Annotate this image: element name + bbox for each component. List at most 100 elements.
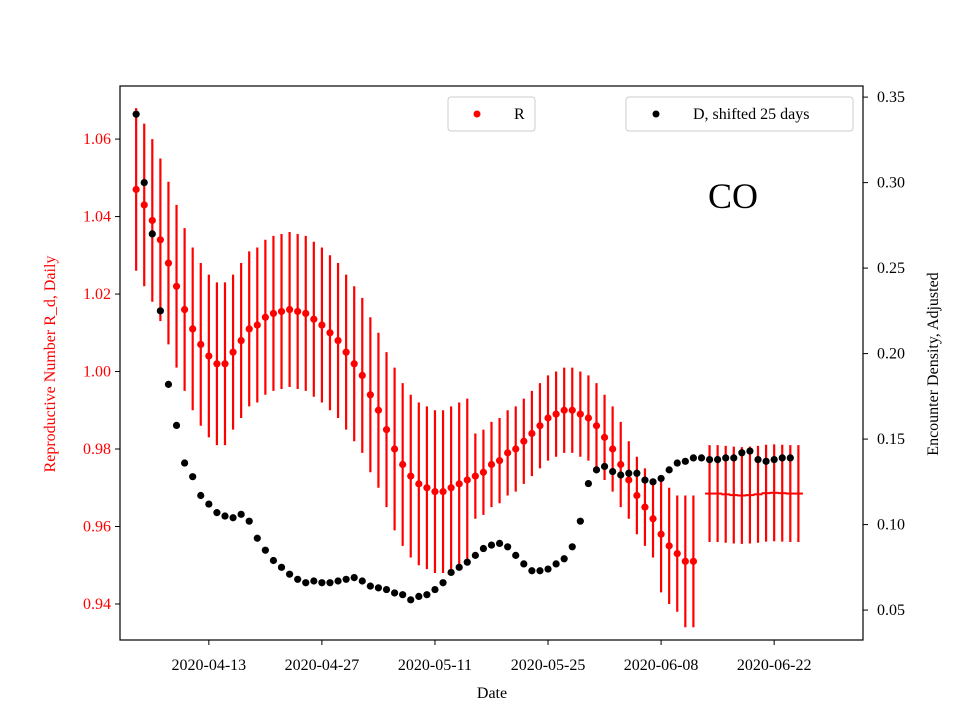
r-point [455, 480, 463, 488]
legend-r-marker [473, 110, 481, 118]
d-point [350, 573, 358, 582]
d-point [245, 517, 253, 525]
d-point [738, 449, 746, 457]
d-point [197, 491, 205, 500]
y-right-tick-label: 0.30 [877, 175, 905, 192]
r-point [407, 472, 415, 480]
r-point [156, 236, 164, 244]
d-point [399, 591, 407, 599]
d-point [479, 544, 488, 553]
y-left-tick-label: 1.02 [83, 286, 111, 303]
d-point [277, 563, 286, 571]
r-point [172, 282, 181, 290]
r-point [447, 484, 455, 492]
r-point [665, 542, 673, 550]
d-point [172, 421, 181, 430]
r-point [479, 468, 488, 476]
d-point [423, 591, 431, 599]
d-point [156, 307, 164, 315]
r-point [689, 557, 698, 565]
d-point [164, 380, 173, 388]
r-point [609, 445, 617, 453]
r-point [544, 414, 552, 422]
r-point [568, 406, 576, 414]
r-point [495, 457, 504, 465]
d-point [592, 466, 601, 474]
x-tick-label: 2020-05-25 [511, 657, 586, 674]
r-point [657, 530, 665, 538]
d-point [778, 454, 786, 462]
d-point [689, 454, 698, 462]
d-point [390, 589, 399, 597]
y-right-tick-label: 0.25 [877, 260, 905, 277]
r-point [512, 445, 520, 453]
d-point [730, 454, 738, 462]
r-point [318, 321, 326, 329]
r-point [439, 488, 447, 496]
r-point [487, 460, 496, 469]
y-right-axis-label: Encounter Density, Adjusted [925, 272, 942, 455]
r-point [140, 201, 148, 209]
r-point [423, 484, 431, 492]
d-point [294, 575, 302, 583]
x-ticks: 2020-04-13 2020-04-27 2020-05-11 2020-05-25… [172, 640, 812, 674]
r-points [132, 185, 803, 565]
d-point [681, 457, 689, 465]
d-point [302, 579, 310, 587]
r-point [237, 336, 245, 345]
y-left-tick-label: 0.98 [83, 441, 111, 458]
d-point [584, 479, 593, 488]
d-point [560, 555, 568, 563]
state-label: CO [708, 176, 758, 216]
r-point [463, 476, 471, 484]
legend-d-label: D, shifted 25 days [693, 106, 809, 123]
d-point [148, 230, 156, 238]
x-tick-label: 2020-06-08 [624, 657, 699, 674]
r-point [164, 259, 173, 267]
d-point [746, 447, 754, 455]
r-point [189, 325, 197, 333]
y-right-tick-label: 0.05 [877, 602, 905, 619]
r-point [504, 449, 512, 457]
d-point [326, 579, 334, 587]
r-point [181, 305, 189, 314]
d-point [697, 454, 706, 462]
r-point [205, 352, 213, 360]
d-point [334, 577, 342, 585]
y-right-ticks: 0.05 0.10 0.15 0.20 0.25 0.30 0.35 [863, 89, 905, 619]
r-point [342, 348, 350, 356]
d-point [722, 454, 730, 462]
d-point [754, 456, 762, 464]
x-tick-label: 2020-04-27 [285, 657, 360, 674]
r-point [592, 422, 601, 430]
d-point [431, 585, 439, 594]
d-point [253, 534, 261, 542]
r-point [285, 305, 294, 314]
r-point [197, 340, 205, 349]
d-point [205, 500, 213, 508]
legend-r-box [447, 96, 536, 132]
r-point [269, 309, 278, 318]
y-left-tick-label: 1.04 [83, 209, 111, 226]
r-point [253, 321, 261, 329]
x-tick-label: 2020-06-22 [737, 657, 812, 674]
d-point [310, 577, 318, 585]
d-point [705, 456, 714, 464]
r-point [148, 216, 156, 225]
r-point [221, 360, 229, 368]
d-point [568, 543, 576, 551]
d-point [189, 473, 197, 481]
r-point [584, 414, 593, 422]
legend-d-box [625, 96, 854, 132]
r-point [350, 360, 358, 368]
y-left-tick-label: 0.94 [83, 596, 111, 613]
y-right-tick-label: 0.10 [877, 517, 905, 534]
d-point [770, 456, 778, 464]
legend-d-marker [652, 110, 660, 118]
legend-d: D, shifted 25 days [625, 96, 854, 132]
r-point [625, 476, 633, 484]
d-point [786, 454, 794, 462]
y-left-tick-label: 0.96 [83, 518, 111, 535]
d-point [528, 567, 536, 575]
r-point [366, 391, 374, 399]
